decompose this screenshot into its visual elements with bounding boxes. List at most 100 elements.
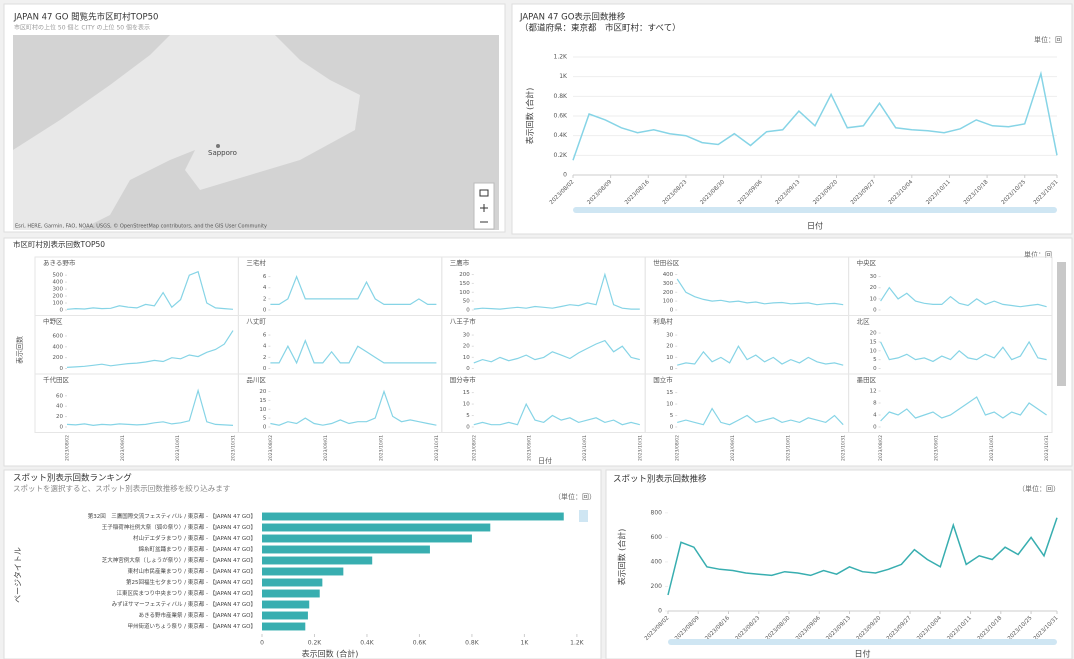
x-axis-title: 日付 bbox=[855, 649, 871, 659]
y-tick-label: 0 bbox=[263, 366, 267, 372]
panel-title: 墨田区 bbox=[857, 376, 877, 384]
y-tick-label: 6 bbox=[263, 333, 267, 339]
x-tick-label: 2023/08/02 bbox=[65, 435, 71, 461]
scrollbar bbox=[579, 510, 588, 522]
y-tick-label: 0.8K bbox=[554, 93, 569, 100]
x-tick-label: 2023/08/02 bbox=[268, 435, 274, 461]
x-tick-label: 2023/10/01 bbox=[582, 435, 588, 461]
y-tick-label: 15 bbox=[666, 390, 673, 396]
panel-title: 世田谷区 bbox=[653, 258, 680, 267]
map-control-icons bbox=[479, 189, 489, 223]
bar bbox=[262, 512, 564, 521]
y-tick-label: 4 bbox=[263, 344, 267, 350]
unit-label: 単位：回 bbox=[1034, 35, 1062, 44]
panel-title: あきる野市 bbox=[43, 258, 76, 267]
y-tick-label: 60 bbox=[56, 393, 63, 399]
y-tick-label: 0 bbox=[873, 425, 877, 431]
y-tick-label: 0.2K bbox=[554, 152, 569, 159]
y-tick-label: 王子稲荷神社例大祭（狐の祭り）/ 東京都 - 【JAPAN 47 GO】 bbox=[102, 523, 256, 531]
y-tick-label: 0 bbox=[263, 308, 267, 314]
y-tick-label: 12 bbox=[870, 389, 877, 395]
x-tick-label: 0 bbox=[260, 640, 264, 647]
y-tick-label: 30 bbox=[666, 333, 673, 339]
map-title: JAPAN 47 GO 閲覧先市区町村TOP50 bbox=[13, 12, 158, 23]
line bbox=[66, 270, 234, 310]
y-tick-label: 200 bbox=[53, 355, 64, 361]
y-tick-label: 400 bbox=[53, 344, 64, 350]
date-slider bbox=[573, 207, 1057, 213]
bar bbox=[262, 589, 320, 598]
y-tick-label: 8 bbox=[873, 401, 877, 407]
bar bbox=[262, 578, 323, 587]
y-tick-label: 0 bbox=[466, 425, 470, 431]
y-tick-label: 0 bbox=[563, 172, 567, 179]
line bbox=[677, 407, 844, 426]
land bbox=[13, 35, 360, 230]
chart-subtitle: スポットを選択すると、スポット別表示回数推移を絞り込みます bbox=[13, 483, 230, 493]
y-tick-label: 50 bbox=[463, 299, 470, 305]
x-tick-label: 2023/10/01 bbox=[379, 435, 385, 461]
line bbox=[473, 402, 640, 426]
y-tick-label: 0 bbox=[670, 425, 674, 431]
panel-title: 北区 bbox=[857, 318, 871, 326]
y-tick-label: 5 bbox=[466, 413, 470, 419]
chart-title: JAPAN 47 GO表示回数推移 bbox=[519, 12, 626, 23]
y-tick-label: 20 bbox=[463, 344, 470, 350]
y-tick-label: 0.4K bbox=[554, 132, 569, 139]
y-tick-label: 400 bbox=[53, 280, 64, 286]
y-tick-label: 第25回福生七夕まつり / 東京都 - 【JAPAN 47 GO】 bbox=[126, 578, 256, 586]
bar bbox=[262, 567, 344, 576]
y-tick-label: 20 bbox=[666, 344, 673, 350]
x-tick-label: 2023/09/01 bbox=[730, 435, 736, 461]
chart-title: 市区町村別表示回数TOP50 bbox=[13, 239, 105, 249]
y-tick-label: 0 bbox=[263, 425, 267, 431]
panel bbox=[3, 237, 1073, 467]
line bbox=[473, 339, 640, 364]
y-tick-label: 400 bbox=[651, 558, 663, 565]
y-tick-label: 800 bbox=[651, 509, 663, 516]
x-tick-label: 2023/10/01 bbox=[175, 435, 181, 461]
line bbox=[676, 278, 844, 306]
unit-label: （単位：回） bbox=[1018, 484, 1060, 493]
panel-title: 中央区 bbox=[857, 258, 877, 267]
y-tick-label: みずほサマーフェスティバル / 東京都 - 【JAPAN 47 GO】 bbox=[112, 600, 256, 608]
y-tick-label: 村山デエダラまつり / 東京都 - 【JAPAN 47 GO】 bbox=[133, 534, 256, 542]
line bbox=[270, 338, 437, 365]
x-tick-label: 2023/09/01 bbox=[323, 435, 329, 461]
y-tick-label: 芝大神宮例大祭（しょうが祭り）/ 東京都 - 【JAPAN 47 GO】 bbox=[102, 556, 256, 564]
bar bbox=[262, 534, 472, 543]
line bbox=[66, 330, 234, 368]
y-tick-label: 1.2K bbox=[554, 54, 569, 61]
unit-label: 単位：回 bbox=[1024, 250, 1052, 259]
line bbox=[270, 274, 437, 305]
y-tick-label: 20 bbox=[870, 285, 877, 291]
y-tick-label: 40 bbox=[56, 404, 63, 410]
y-tick-label: 2 bbox=[263, 296, 267, 302]
y-tick-label: 0 bbox=[60, 425, 64, 431]
y-tick-label: 300 bbox=[53, 287, 64, 293]
y-tick-label: 10 bbox=[666, 402, 673, 408]
chart-title: スポット別表示回数ランキング bbox=[13, 473, 132, 484]
x-tick-label: 2023/09/01 bbox=[120, 435, 126, 461]
line bbox=[270, 389, 437, 426]
x-tick-label: 2023/10/31 bbox=[434, 435, 440, 461]
y-tick-label: 20 bbox=[259, 389, 266, 395]
y-tick-label: 150 bbox=[459, 281, 470, 287]
x-tick-label: 2023/10/01 bbox=[785, 435, 791, 461]
y-axis-title: 表示回数 bbox=[15, 336, 24, 364]
y-tick-label: 東村山市民産業まつり / 東京都 - 【JAPAN 47 GO】 bbox=[127, 567, 256, 575]
panel-title: 八丈町 bbox=[246, 317, 266, 326]
y-tick-label: 0.6K bbox=[554, 113, 569, 120]
x-tick-label: 0.4K bbox=[360, 640, 375, 647]
line bbox=[667, 517, 1058, 596]
y-tick-label: 600 bbox=[651, 534, 663, 541]
y-tick-label: 200 bbox=[651, 583, 663, 590]
x-tick-label: 2023/10/31 bbox=[231, 435, 237, 461]
y-tick-label: 6 bbox=[263, 274, 267, 280]
y-tick-label: 15 bbox=[463, 390, 470, 396]
x-tick-label: 0.6K bbox=[413, 640, 428, 647]
y-tick-label: 100 bbox=[459, 290, 470, 296]
y-tick-label: 0 bbox=[60, 308, 64, 314]
panel-title: 三宅村 bbox=[246, 258, 266, 267]
chart-subtitle: （都道府県：東京都 市区町村：すべて） bbox=[520, 23, 681, 34]
